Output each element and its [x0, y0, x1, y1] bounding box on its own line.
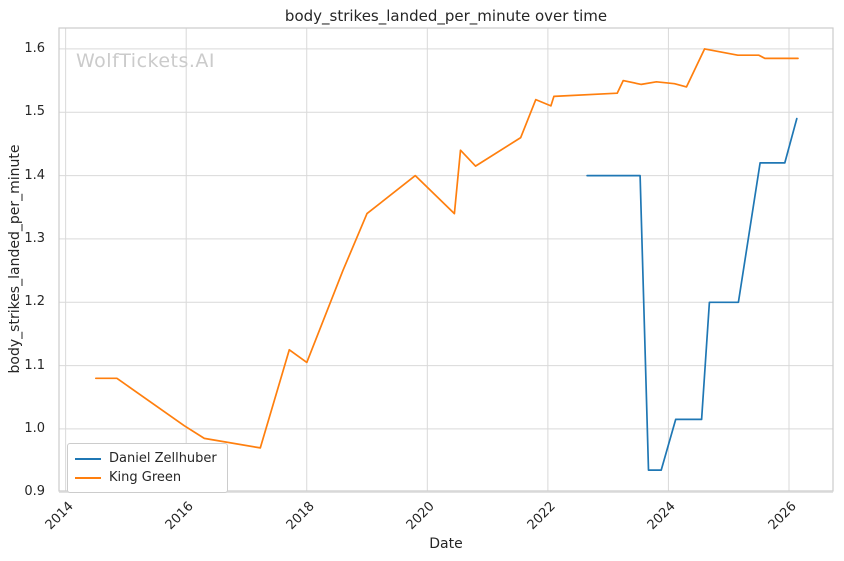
legend-line-blue-icon	[75, 457, 101, 460]
y-tick-label: 1.1	[24, 357, 45, 373]
legend-line-orange-icon	[75, 476, 101, 479]
y-tick-label: 1.2	[24, 294, 45, 310]
y-tick-label: 1.3	[24, 230, 45, 246]
y-tick-label: 1.6	[24, 40, 45, 56]
chart-title: body_strikes_landed_per_minute over time	[284, 7, 608, 25]
x-axis-label: Date	[429, 536, 463, 552]
legend-item-daniel-zellhuber: Daniel Zellhuber	[75, 449, 217, 468]
y-tick-label: 0.9	[24, 484, 45, 500]
y-tick-label: 1.0	[24, 420, 45, 436]
legend: Daniel Zellhuber King Green	[67, 443, 228, 493]
legend-label-king-green: King Green	[109, 470, 182, 485]
legend-item-king-green: King Green	[75, 468, 217, 487]
line-series-0	[586, 117, 798, 471]
legend-label-daniel-zellhuber: Daniel Zellhuber	[109, 451, 217, 466]
y-tick-label: 1.4	[24, 167, 45, 183]
y-tick-label: 1.5	[24, 104, 45, 120]
watermark: WolfTickets.AI	[76, 50, 216, 72]
line-series-1	[94, 48, 799, 449]
plot-border	[58, 27, 834, 492]
